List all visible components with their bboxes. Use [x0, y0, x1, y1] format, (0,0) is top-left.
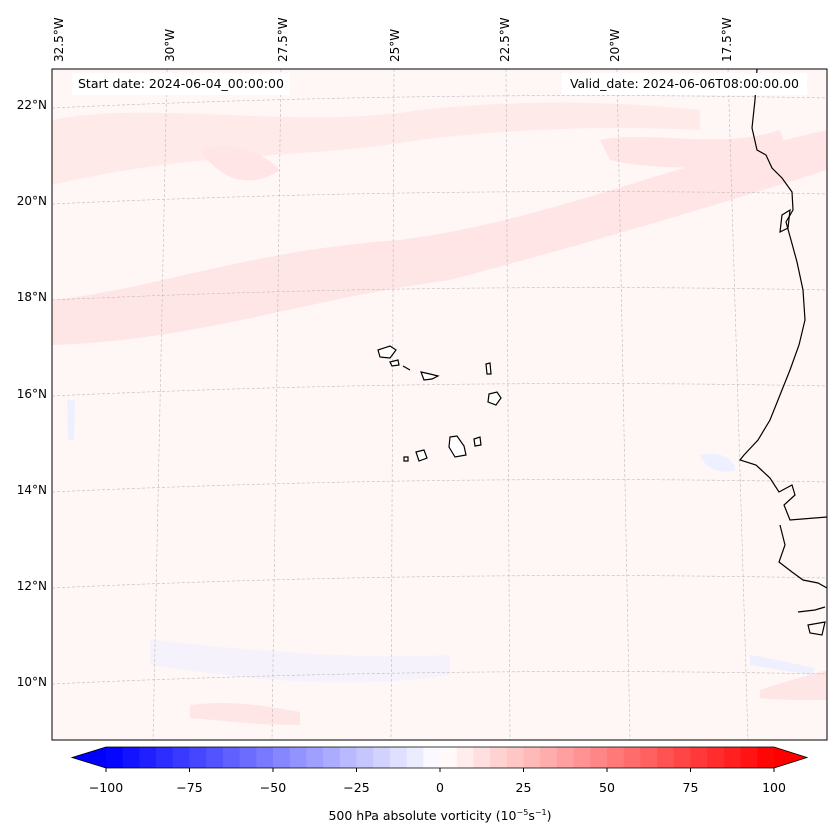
colorbar-tick-label: 75 [682, 780, 699, 795]
lon-label: 32.5°W [52, 17, 66, 62]
valid-date-label: Valid_date: 2024-06-06T08:00:00.00 [561, 73, 807, 95]
start-date-label: Start date: 2024-06-04_00:00:00 [72, 73, 290, 95]
lat-label: 10°N [16, 675, 47, 689]
colorbar-tick-label: −25 [343, 780, 370, 795]
colorbar-segment [607, 747, 625, 768]
colorbar-label: 500 hPa absolute vorticity (10−5s−1) [0, 808, 837, 823]
colorbar-segment [556, 747, 575, 768]
lat-label: 12°N [16, 579, 47, 593]
colorbar-segment [573, 747, 591, 768]
colorbar-segment [139, 747, 157, 768]
colorbar-segment [623, 747, 641, 768]
colorbar-segment [490, 747, 508, 768]
colorbar-tick-label: −100 [88, 780, 124, 795]
colorbar-segment [106, 747, 124, 768]
colorbar-segment [757, 747, 775, 768]
colorbar-tick-label: −75 [176, 780, 203, 795]
colorbar-segment [740, 747, 758, 768]
colorbar-label-unit: s [528, 808, 535, 824]
lon-label: 17.5°W [720, 17, 734, 62]
colorbar-segment [339, 747, 357, 768]
colorbar-label-exponent: −1 [534, 808, 547, 817]
lon-label: 22.5°W [498, 17, 512, 62]
colorbar-segment [523, 747, 541, 768]
lon-label: 27.5°W [276, 17, 290, 62]
colorbar-label-close: ) [546, 808, 552, 824]
colorbar-segment [690, 747, 708, 768]
colorbar-segment [707, 747, 725, 768]
gridlines [51, 68, 828, 741]
colorbar-segment [389, 747, 408, 768]
colorbar-segment [122, 747, 140, 768]
colorbar-tick-label: −50 [259, 780, 287, 795]
colorbar-label-text: 500 hPa absolute vorticity (10 [328, 808, 517, 824]
colorbar-segment [590, 747, 608, 768]
map-frame [51, 68, 828, 741]
colorbar-label-exponent: −5 [516, 808, 529, 817]
colorbar-tick-label: 100 [762, 780, 786, 795]
colorbar-segment [456, 747, 474, 768]
colorbar-segment [256, 747, 274, 768]
lat-label: 16°N [16, 387, 47, 401]
colorbar-extend-max [774, 747, 807, 768]
lat-label: 14°N [16, 483, 47, 497]
cape-verde-islands [377, 345, 502, 462]
positive-vorticity-bands [52, 102, 827, 725]
lat-label: 18°N [16, 290, 47, 304]
colorbar [70, 746, 809, 772]
colorbar-segment [673, 747, 691, 768]
colorbar-segment [289, 747, 307, 768]
negative-vorticity-patches [67, 400, 815, 683]
colorbar-segment [156, 747, 174, 768]
lon-label: 20°W [608, 28, 622, 62]
colorbar-segment [506, 747, 524, 768]
colorbar-segment [440, 747, 458, 768]
lon-label: 30°W [163, 28, 177, 62]
colorbar-segment [723, 747, 742, 768]
colorbar-segment [222, 747, 241, 768]
colorbar-extend-min [72, 747, 106, 768]
colorbar-tick-label: 25 [515, 780, 532, 795]
colorbar-segment [206, 747, 224, 768]
lon-label: 25°W [388, 28, 402, 62]
colorbar-segment [373, 747, 391, 768]
lat-label: 20°N [16, 194, 47, 208]
colorbar-tick-label: 0 [436, 780, 444, 795]
coastline [738, 68, 828, 636]
africa-coastline [738, 68, 828, 521]
colorbar-segment [657, 747, 675, 768]
colorbar-segment [406, 747, 424, 768]
colorbar-segment [640, 747, 658, 768]
colorbar-segment [323, 747, 341, 768]
colorbar-tick-label: 50 [599, 780, 615, 795]
colorbar-segment [273, 747, 291, 768]
colorbar-segment [356, 747, 374, 768]
colorbar-segment [172, 747, 190, 768]
colorbar-segment [540, 747, 558, 768]
lat-label: 22°N [16, 98, 47, 112]
colorbar-segment [423, 747, 441, 768]
colorbar-segment [473, 747, 491, 768]
colorbar-segment [306, 747, 324, 768]
colorbar-segment [239, 747, 257, 768]
colorbar-segment [189, 747, 207, 768]
